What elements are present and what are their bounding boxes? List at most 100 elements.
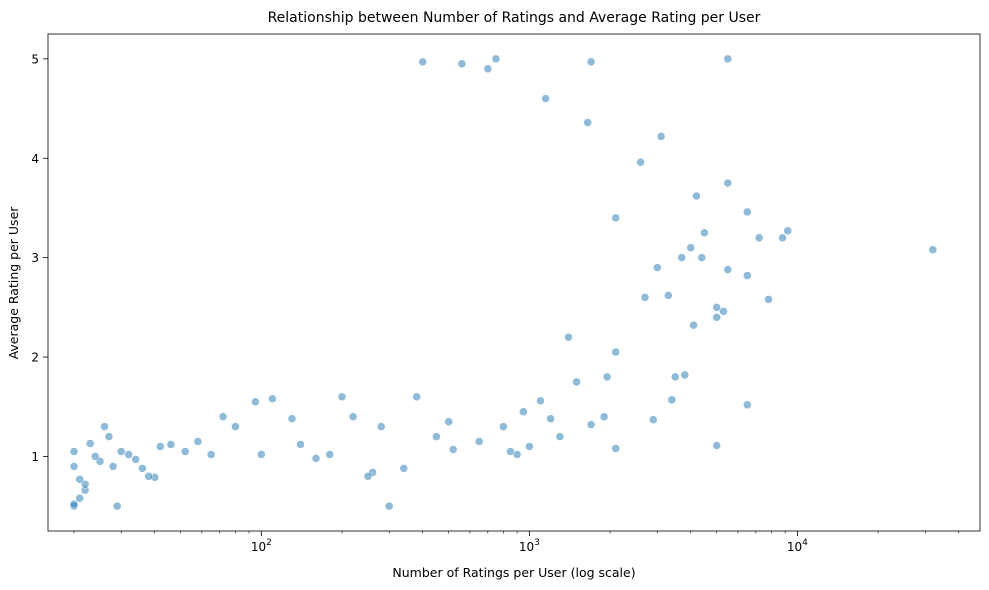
y-tick-label: 5 <box>31 52 39 66</box>
data-point <box>743 271 752 280</box>
data-point <box>667 395 677 405</box>
data-point <box>206 450 216 459</box>
data-point <box>686 243 695 252</box>
data-point <box>138 464 147 473</box>
data-point <box>193 437 203 446</box>
data-point <box>311 454 321 463</box>
x-axis-label: Number of Ratings per User (log scale) <box>392 565 635 580</box>
data-point <box>112 501 122 511</box>
data-point <box>692 191 701 201</box>
data-point <box>712 303 721 312</box>
data-point <box>474 437 484 446</box>
x-tick-base: 10 <box>787 540 802 554</box>
data-point <box>677 253 686 262</box>
data-point <box>363 472 373 481</box>
data-point <box>546 414 555 423</box>
data-point <box>104 432 114 441</box>
data-point <box>483 64 493 74</box>
data-point <box>611 347 620 357</box>
data-point <box>257 450 266 459</box>
data-point <box>491 54 501 64</box>
data-point <box>541 94 550 103</box>
data-point <box>586 57 596 67</box>
data-point <box>723 265 733 274</box>
data-point <box>376 422 386 431</box>
data-point <box>719 307 728 316</box>
data-point <box>506 447 515 456</box>
x-axis-ticks: 102 103 104 <box>73 531 960 554</box>
data-point <box>75 475 84 484</box>
data-point <box>611 444 620 453</box>
data-point <box>689 320 698 330</box>
data-point <box>764 295 773 304</box>
x-tick-label: 102 <box>251 538 272 554</box>
x-tick-label: 103 <box>519 538 540 554</box>
data-point <box>251 397 260 407</box>
data-point <box>337 392 347 402</box>
data-point <box>100 422 109 431</box>
data-point <box>218 412 228 421</box>
y-tick-label: 4 <box>31 152 39 166</box>
data-point <box>69 499 79 509</box>
data-point <box>180 447 190 456</box>
data-point <box>656 132 666 141</box>
y-axis-label: Average Rating per User <box>6 206 21 360</box>
data-point <box>69 447 79 456</box>
data-point <box>499 422 508 431</box>
data-point <box>124 450 133 459</box>
x-tick-label: 104 <box>787 538 808 554</box>
data-point <box>90 452 100 461</box>
data-point <box>108 462 118 471</box>
data-point <box>325 450 334 459</box>
y-tick-label: 2 <box>31 351 39 365</box>
data-point <box>75 493 84 503</box>
data-point <box>432 432 441 441</box>
y-axis-ticks: 1 2 3 4 5 <box>31 52 48 464</box>
data-point <box>723 178 733 188</box>
data-point <box>611 213 620 223</box>
data-point <box>384 501 394 511</box>
data-point <box>649 415 658 424</box>
y-tick-label: 3 <box>31 251 39 265</box>
data-point <box>444 417 453 426</box>
data-point <box>116 447 126 456</box>
points-layer <box>69 54 938 511</box>
data-point <box>670 372 680 382</box>
data-point <box>599 412 609 421</box>
data-point <box>555 432 565 441</box>
data-point <box>636 157 645 167</box>
data-point <box>564 332 573 342</box>
data-point <box>166 440 176 449</box>
x-tick-base: 10 <box>251 540 266 554</box>
data-point <box>586 420 596 429</box>
data-point <box>928 245 938 254</box>
data-point <box>412 392 421 402</box>
data-point <box>536 396 545 406</box>
data-point <box>268 394 277 404</box>
data-point <box>712 441 721 450</box>
data-point <box>131 455 140 464</box>
data-point <box>697 253 707 262</box>
data-point <box>80 480 90 489</box>
data-point <box>457 59 467 69</box>
x-tick-exponent: 3 <box>534 538 540 548</box>
data-point <box>743 400 752 410</box>
data-point <box>448 445 458 454</box>
chart-title: Relationship between Number of Ratings a… <box>268 10 761 26</box>
data-point <box>653 263 662 272</box>
data-point <box>69 462 79 471</box>
data-point <box>712 313 721 322</box>
data-point <box>418 57 427 67</box>
data-point <box>348 412 358 421</box>
x-tick-exponent: 4 <box>802 538 808 548</box>
data-point <box>723 54 733 64</box>
data-point <box>664 291 673 300</box>
data-point <box>399 464 409 473</box>
data-point <box>144 472 153 481</box>
data-point <box>602 372 612 382</box>
data-point <box>700 228 709 238</box>
plot-frame <box>47 33 981 532</box>
data-point <box>519 407 528 416</box>
